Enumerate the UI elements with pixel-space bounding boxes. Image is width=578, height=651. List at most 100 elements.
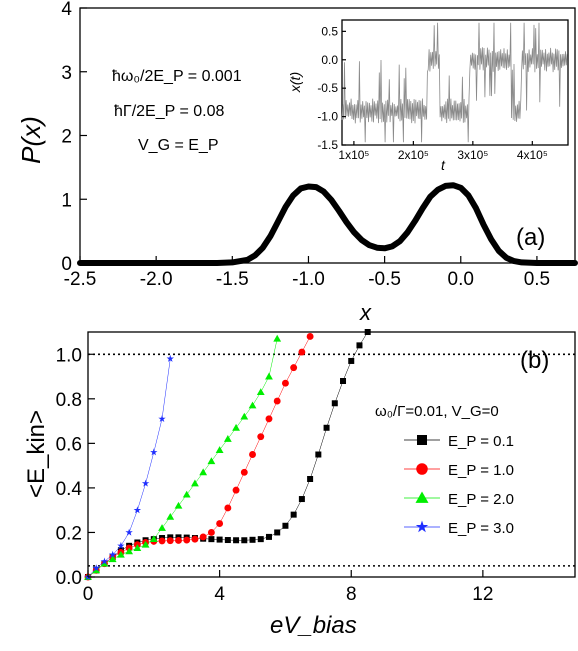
inset-xtick-label: 3x10⁵ [457,148,488,162]
data-point [248,401,257,409]
data-point [241,537,248,544]
inset-x-ticks: 1x10⁵ 2x10⁵ 3x10⁵ 4x10⁵ [338,141,548,162]
series-connector-line [87,336,311,578]
data-point [125,528,133,536]
legend-title: ω₀/Γ=0.01, V_G=0 [375,403,499,420]
panel-a-xtick-label: 0.5 [524,269,550,290]
data-point [92,566,101,574]
panel-a-xtick-label: 0.0 [448,269,474,290]
panel-a-xtick-label: -2.0 [140,269,173,290]
panel-a-ytick-label: 2 [61,127,72,148]
panel-a-ytick-label: 3 [61,63,72,84]
inset-xlabel: t [441,157,446,173]
panel-b-x-ticks: 0 4 8 12 [83,570,493,605]
data-point [290,511,297,518]
data-point [265,533,272,540]
inset-xtick-label: 1x10⁵ [338,148,369,162]
data-point [166,354,174,362]
data-point [216,536,223,543]
annotation-vg: V_G = E_P [138,137,219,154]
data-point [232,486,240,494]
legend-entry: E_P = 3.0 [404,520,514,537]
data-point [290,364,298,372]
data-point [117,550,125,558]
data-point [257,433,265,441]
data-point [249,451,256,458]
data-point [340,378,347,384]
inset-trace-line [341,22,568,143]
panel-b-ytick-label: 0.4 [56,479,83,500]
panel-a-ylabel: P(x) [16,116,46,164]
inset-xtick-label: 4x10⁵ [517,148,548,162]
panel-b-ytick-label: 1.0 [56,345,82,366]
data-point [100,559,109,567]
panel-b-xlabel: eV_bias [270,612,357,639]
data-point [133,544,142,551]
panel-a-x-ticks: -2.5 -2.0 -1.5 -1.0 -0.5 0.0 0.5 [64,256,550,290]
data-point [281,379,289,387]
data-point [191,535,199,543]
legend-entry: E_P = 2.0 [404,491,514,508]
panel-a-xtick-label: -2.5 [64,269,97,290]
annotation-gamma: ħΓ/2E_P = 0.08 [114,103,224,120]
panel-b-xtick-label: 12 [472,584,493,605]
data-point [306,333,314,340]
data-point [191,479,199,487]
inset-ylabel: x(t) [287,72,303,93]
inset-ytick-label: 0.5 [321,24,338,38]
panel-b-ytick-label: 0.6 [56,434,82,455]
data-point [166,537,174,545]
panel-b: 0.0 0.2 0.4 0.6 0.8 1.0 0 4 8 12 (b) ω₀/Γ=0.01, … [23,329,576,639]
panel-b-label: (b) [520,347,549,374]
data-point [133,506,142,514]
panel-b-xtick-label: 8 [346,584,357,605]
data-point [224,504,232,512]
legend-marker [415,491,429,503]
data-point [223,435,232,442]
data-point [216,520,224,527]
data-point [233,537,240,544]
data-point [158,537,166,545]
legend-marker [415,520,429,533]
data-point [215,446,224,453]
panel-a-ytick-label: 4 [61,0,72,20]
data-point [100,557,109,565]
data-point [240,412,249,420]
inset-ytick-label: -1.5 [317,138,338,152]
data-point [150,448,158,456]
panel-a-label: (a) [516,224,545,251]
data-point [117,541,125,549]
data-point [174,501,183,509]
data-point [323,424,330,431]
legend-entry: E_P = 0.1 [404,433,514,450]
data-point [141,540,150,548]
data-point [158,524,166,531]
panel-b-xtick-label: 4 [214,584,225,605]
data-point [149,535,158,543]
series-triangle [84,334,282,580]
data-point [274,529,281,536]
series-square [85,329,371,580]
inset-frame [341,19,569,146]
panel-b-series [84,329,371,581]
data-point [356,342,363,349]
data-point [141,479,150,487]
legend-label: E_P = 1.0 [448,462,514,479]
data-point [257,536,264,543]
panel-a-distribution-curve [77,182,578,266]
data-point [199,468,208,476]
data-point [273,334,282,342]
data-point [256,388,265,396]
data-point [183,536,191,544]
data-point [307,476,314,482]
data-point [224,537,231,544]
data-point [125,547,134,555]
data-point [282,522,289,529]
panel-b-reference-lines [88,353,575,567]
panel-b-y-ticks: 0.0 0.2 0.4 0.6 0.8 1.0 [56,345,95,589]
data-point [208,536,215,543]
data-point [182,490,191,498]
inset-trajectory-trace [341,22,568,143]
legend-entry: E_P = 1.0 [404,462,514,479]
panel-a-y-ticks: 0 1 2 3 4 [61,0,87,275]
